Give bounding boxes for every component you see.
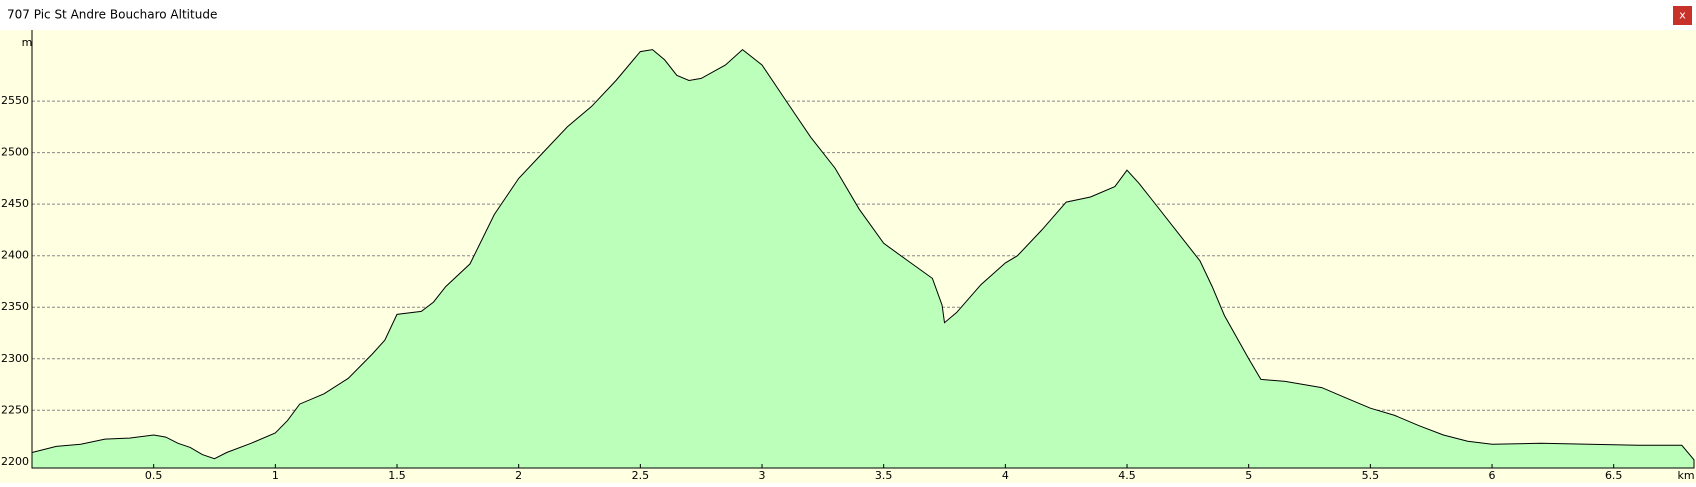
x-tick-label: 6.5 xyxy=(1605,469,1623,482)
close-label[interactable]: x xyxy=(1679,9,1686,22)
y-unit-label: m xyxy=(22,36,33,49)
y-tick-label: 2450 xyxy=(1,197,29,210)
x-tick-label: 1 xyxy=(272,469,279,482)
x-tick-label: 6 xyxy=(1489,469,1496,482)
x-tick-label: 5 xyxy=(1245,469,1252,482)
x-tick-label: 0.5 xyxy=(145,469,163,482)
x-tick-label: 3 xyxy=(759,469,766,482)
x-tick-label: 4.5 xyxy=(1118,469,1136,482)
x-tick-label: 2 xyxy=(515,469,522,482)
x-tick-label: 3.5 xyxy=(875,469,893,482)
chart: 2200 2250 2300 2350 2400 2450 2500 2550 0.5 1 1.5 2… xyxy=(1,30,1695,482)
x-tick-label: 2.5 xyxy=(632,469,650,482)
y-tick-label: 2350 xyxy=(1,300,29,313)
x-tick-label: 1.5 xyxy=(388,469,406,482)
y-tick-label: 2200 xyxy=(1,455,29,468)
title-bar xyxy=(0,0,1696,30)
window-title: 707 Pic St Andre Boucharo Altitude xyxy=(7,8,217,22)
y-tick-label: 2400 xyxy=(1,249,29,262)
x-unit-label: km xyxy=(1677,469,1694,482)
x-tick-label: 4 xyxy=(1002,469,1009,482)
y-tick-label: 2500 xyxy=(1,146,29,159)
close-button[interactable] xyxy=(1673,6,1692,25)
y-tick-label: 2550 xyxy=(1,94,29,107)
y-tick-label: 2250 xyxy=(1,403,29,416)
x-tick-label: 5.5 xyxy=(1362,469,1380,482)
y-tick-label: 2300 xyxy=(1,352,29,365)
elevation-area xyxy=(31,48,1695,469)
